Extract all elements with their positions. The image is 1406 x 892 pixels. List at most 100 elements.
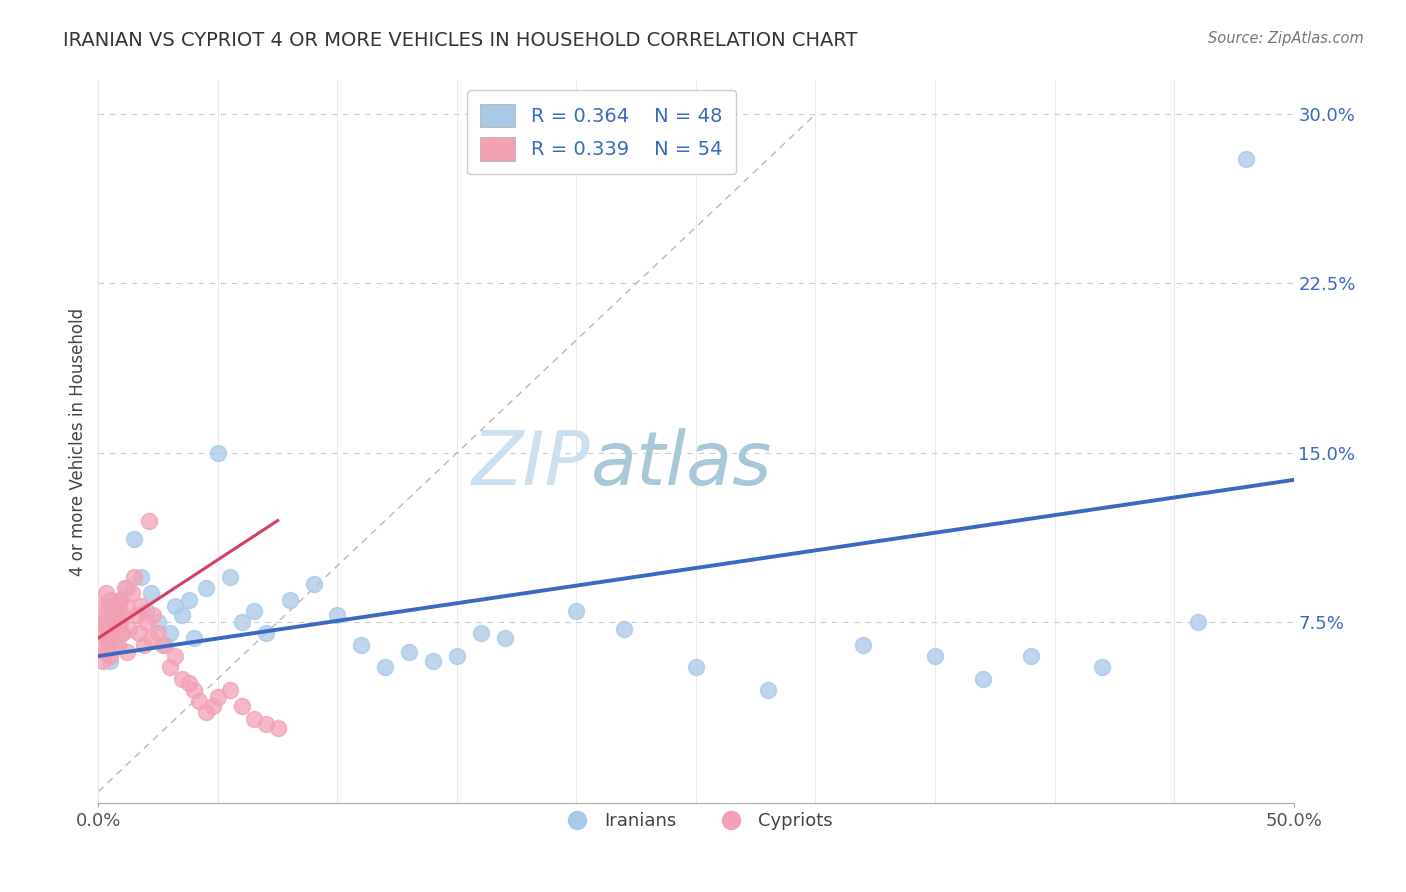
Point (125, 608, 148, 623)
Point (138, 514, 160, 528)
Point (1091, 660, 1114, 674)
Point (374, 660, 396, 674)
Point (267, 721, 290, 735)
Point (163, 648, 186, 663)
Point (207, 446, 229, 460)
Point (111, 626, 134, 640)
Point (135, 604, 157, 618)
Point (1019, 648, 1042, 663)
Point (115, 582, 138, 596)
Point (107, 608, 129, 623)
Point (924, 648, 946, 663)
Text: atlas: atlas (591, 428, 772, 500)
Point (97, 599, 120, 614)
Legend: Iranians, Cypriots: Iranians, Cypriots (553, 805, 839, 837)
Point (90, 615, 112, 630)
Point (207, 690, 229, 704)
Point (98, 648, 122, 663)
Point (326, 608, 349, 623)
Point (97, 638, 120, 652)
Point (104, 622, 127, 636)
Point (131, 570, 153, 584)
Point (91, 626, 114, 640)
Point (219, 570, 242, 584)
Point (195, 706, 218, 720)
Point (101, 631, 124, 645)
Point (98, 615, 122, 630)
Point (121, 586, 143, 600)
Point (124, 532, 146, 546)
Point (195, 582, 218, 596)
Point (142, 608, 165, 623)
Point (159, 626, 181, 640)
Point (972, 672, 994, 686)
Point (107, 599, 129, 614)
Point (94, 615, 117, 630)
Point (91, 654, 114, 668)
Point (94, 644, 117, 658)
Point (108, 615, 131, 630)
Point (1234, 153, 1257, 167)
Point (685, 660, 707, 674)
Point (107, 638, 129, 652)
Point (114, 582, 136, 596)
Text: ZIP: ZIP (472, 428, 591, 500)
Point (243, 712, 266, 726)
Point (104, 604, 127, 618)
Point (101, 608, 124, 623)
Point (254, 626, 277, 640)
Point (132, 638, 155, 652)
Point (155, 638, 177, 652)
Point (179, 592, 201, 607)
Point (108, 592, 131, 607)
Point (90, 638, 112, 652)
Point (278, 592, 301, 607)
Point (108, 592, 131, 607)
Point (172, 608, 194, 623)
Point (350, 638, 373, 652)
Point (446, 648, 468, 663)
Point (219, 682, 242, 697)
Point (231, 615, 253, 630)
Point (94, 586, 117, 600)
Point (613, 622, 636, 636)
Point (94, 631, 117, 645)
Point (159, 660, 181, 674)
Point (97, 626, 120, 640)
Text: Source: ZipAtlas.com: Source: ZipAtlas.com (1208, 31, 1364, 46)
Point (302, 576, 325, 591)
Point (187, 694, 209, 708)
Point (104, 638, 127, 652)
Point (115, 644, 138, 658)
Point (148, 626, 170, 640)
Point (91, 599, 114, 614)
Point (254, 716, 277, 731)
Point (111, 608, 134, 623)
Point (101, 622, 124, 636)
Point (139, 631, 162, 645)
Point (243, 604, 266, 618)
Point (135, 615, 157, 630)
Point (131, 599, 153, 614)
Point (183, 682, 205, 697)
Point (422, 654, 444, 668)
Text: IRANIAN VS CYPRIOT 4 OR MORE VEHICLES IN HOUSEHOLD CORRELATION CHART: IRANIAN VS CYPRIOT 4 OR MORE VEHICLES IN… (63, 31, 858, 50)
Point (97, 604, 120, 618)
Point (128, 626, 150, 640)
Point (148, 615, 170, 630)
Point (124, 570, 146, 584)
Point (398, 644, 420, 658)
Point (494, 631, 516, 645)
Point (118, 622, 141, 636)
Point (98, 654, 122, 668)
Point (179, 676, 201, 690)
Point (111, 626, 134, 640)
Point (183, 631, 205, 645)
Point (98, 592, 122, 607)
Point (565, 604, 588, 618)
Point (91, 615, 114, 630)
Point (152, 638, 174, 652)
Point (852, 638, 875, 652)
Point (163, 599, 186, 614)
Point (231, 698, 253, 713)
